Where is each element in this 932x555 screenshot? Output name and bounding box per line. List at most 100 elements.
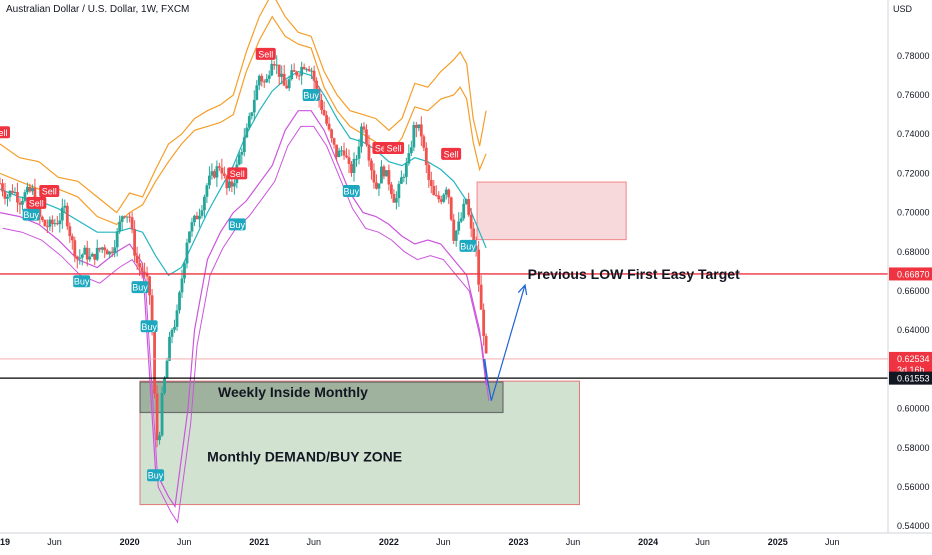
candle-body (375, 182, 378, 189)
candle-body (11, 190, 14, 193)
candle-body (95, 247, 99, 260)
time-tick-label: Jun (177, 537, 192, 547)
candle-body (138, 263, 142, 268)
time-tick-label: Jun (306, 537, 321, 547)
candle-body (118, 221, 122, 232)
candle-body (225, 175, 229, 189)
candle-body (397, 183, 401, 199)
candle-body (360, 126, 363, 147)
candle-body (8, 190, 12, 197)
sell-signal: Sell (384, 141, 405, 154)
previous-low-label: Previous LOW First Easy Target (528, 266, 740, 282)
signal-label: Buy (148, 471, 164, 481)
signal-label: Sell (444, 149, 459, 159)
inside-zone (139, 381, 504, 414)
signal-badge (441, 147, 462, 160)
candle-body (68, 226, 72, 237)
buy-signal: Buy (342, 185, 360, 198)
signal-label: Sell (258, 49, 273, 59)
signal-label: Buy (344, 187, 360, 197)
candle-body (163, 377, 166, 394)
candle-body (350, 164, 353, 173)
candle-body (113, 247, 117, 253)
price-tick-label: 0.58000 (897, 443, 930, 453)
candle-body (55, 223, 59, 225)
time-tick-label: Jun (825, 537, 840, 547)
time-tick-label: 2021 (249, 537, 269, 547)
band-lower-2 (2, 125, 490, 524)
candle-body (280, 73, 284, 77)
candle-body (222, 173, 226, 176)
candle-body (6, 196, 9, 199)
signal-label: Sell (230, 169, 245, 179)
time-tick-label: 2023 (509, 537, 529, 547)
sell-signal: Sell (0, 126, 10, 139)
candle-body (100, 247, 104, 250)
candle-body (105, 250, 109, 255)
candle-body (115, 231, 119, 248)
candle-body (21, 200, 24, 205)
candle-body (272, 63, 276, 66)
candle-body (305, 69, 309, 71)
candle-body (185, 242, 189, 264)
signal-badge (302, 89, 320, 102)
candle-body (190, 222, 194, 232)
candle-body (123, 216, 127, 218)
candle-body (367, 144, 371, 161)
candle-body (479, 284, 483, 310)
candle-body (13, 192, 17, 194)
candle-body (90, 253, 94, 257)
candle-body (227, 181, 231, 189)
buy-signal: Buy (459, 239, 477, 252)
candle-body (153, 331, 156, 394)
price-tick-label: 0.60000 (897, 404, 930, 414)
candle-body (404, 163, 408, 177)
candle-body (432, 186, 436, 196)
candle-body (88, 256, 92, 260)
signal-badge (228, 218, 246, 231)
candle-body (260, 75, 264, 82)
sell-signal: Sell (441, 147, 462, 160)
candle-body (437, 195, 441, 200)
candle-body (454, 230, 458, 241)
candle-body (270, 63, 274, 76)
price-tick-label: 0.72000 (897, 168, 930, 178)
time-tick-label: Jun (566, 537, 581, 547)
candle-body (60, 207, 64, 221)
candle-body (65, 205, 69, 227)
candle-body (45, 226, 49, 228)
demand-price-label: 0.61553 (889, 371, 932, 385)
candle-body (245, 127, 249, 138)
price-tick-label: 0.64000 (897, 325, 930, 335)
candle-body (170, 329, 174, 337)
price-tick-label: 0.78000 (897, 51, 930, 61)
candle-body (342, 150, 346, 156)
buy-signal: Buy (140, 320, 158, 333)
price-label-sub: 3d 16h (897, 365, 925, 375)
signal-badge (22, 208, 40, 221)
candle-body (173, 326, 176, 330)
signal-label: Buy (74, 277, 90, 287)
candle-body (429, 179, 433, 187)
candle-body (50, 219, 54, 225)
candle-body (128, 216, 132, 218)
candle-body (1, 183, 4, 192)
candle-body (210, 171, 214, 176)
candles-layer (0, 55, 488, 448)
symbol-title: Australian Dollar / U.S. Dollar, 1W, FXC… (6, 4, 190, 15)
time-tick-label: 2019 (0, 537, 10, 547)
candle-body (330, 129, 333, 139)
candle-body (484, 336, 488, 354)
candle-body (43, 220, 47, 227)
band-mid (0, 70, 487, 277)
previous-low-price-label: 0.66870 (889, 267, 932, 281)
candle-body (347, 157, 351, 165)
candle-body (449, 197, 453, 220)
candle-body (434, 195, 438, 197)
candle-body (447, 189, 451, 198)
candle-body (203, 196, 206, 211)
candle-body (365, 129, 368, 145)
candle-body (422, 136, 426, 148)
